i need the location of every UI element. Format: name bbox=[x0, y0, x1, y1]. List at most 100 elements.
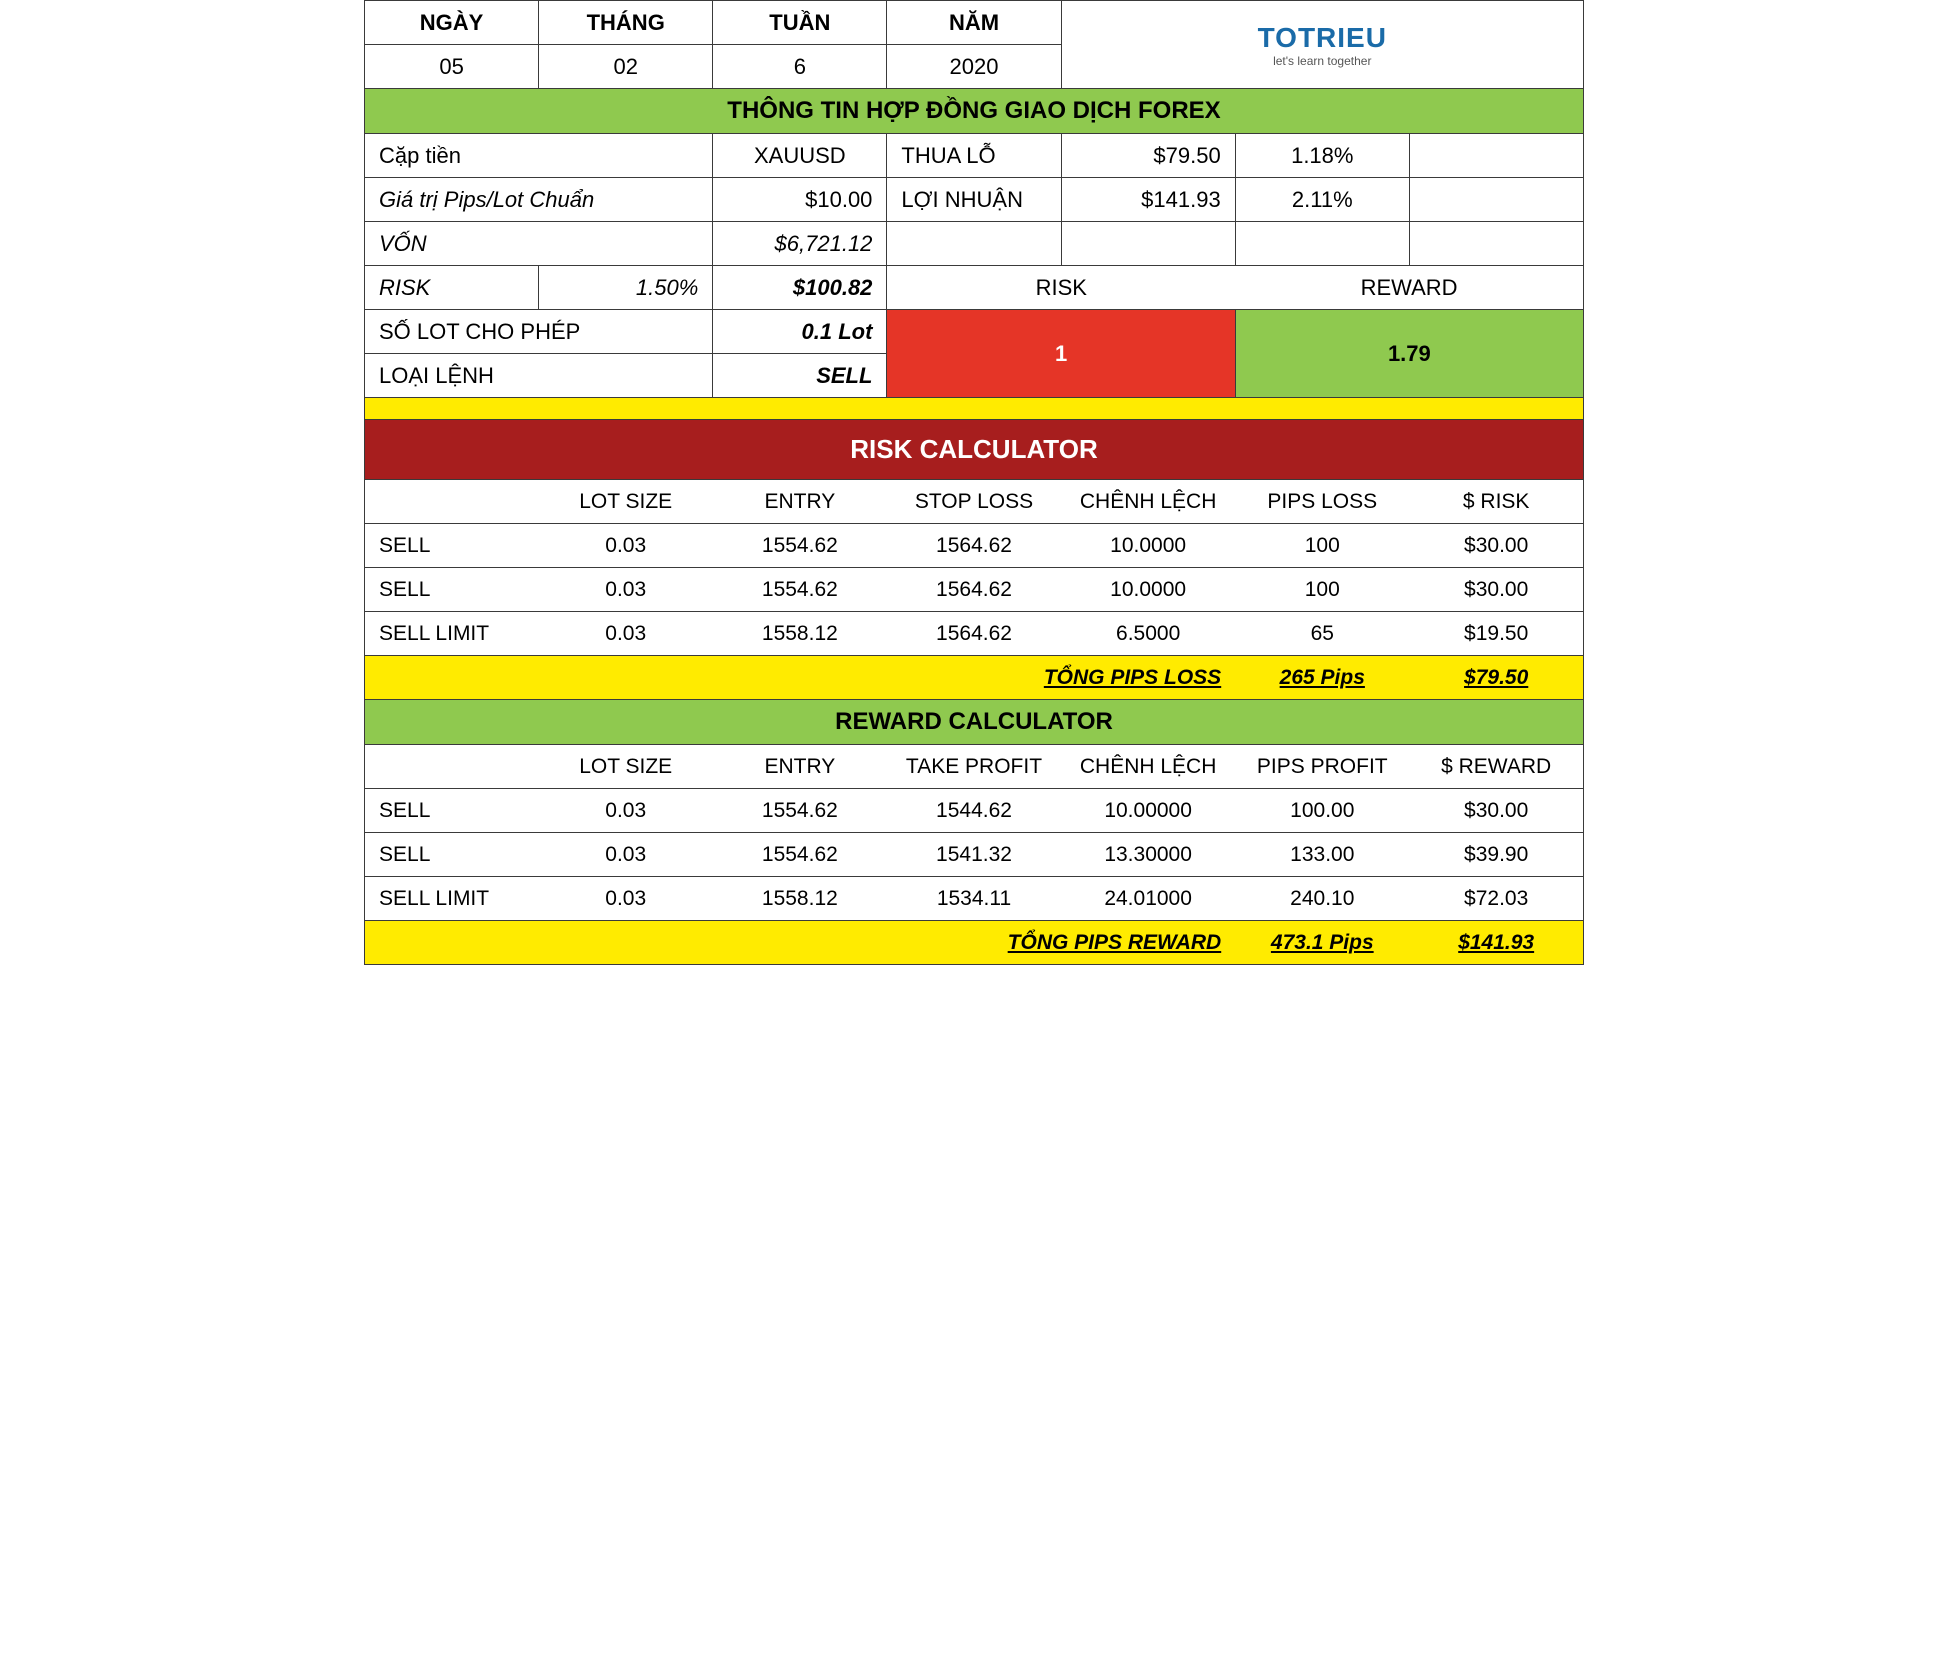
risk-total-row: TỔNG PIPS LOSS 265 Pips $79.50 bbox=[365, 656, 1584, 700]
reward-pips: 133.00 bbox=[1235, 833, 1409, 877]
reward-tp: 1544.62 bbox=[887, 789, 1061, 833]
risk-total-amount: $79.50 bbox=[1409, 656, 1583, 700]
risk-total-pips: 265 Pips bbox=[1235, 656, 1409, 700]
risk-pips: 100 bbox=[1235, 568, 1409, 612]
risk-row-2: SELL LIMIT 0.03 1558.12 1564.62 6.5000 6… bbox=[365, 612, 1584, 656]
reward-table-header: LOT SIZE ENTRY TAKE PROFIT CHÊNH LỆCH PI… bbox=[365, 745, 1584, 789]
risk-sl: 1564.62 bbox=[887, 524, 1061, 568]
profit-label: LỢI NHUẬN bbox=[887, 178, 1061, 222]
reward-amount: $72.03 bbox=[1409, 877, 1583, 921]
order-label: LOẠI LỆNH bbox=[365, 354, 713, 398]
reward-entry: 1554.62 bbox=[713, 833, 887, 877]
month-header: THÁNG bbox=[539, 1, 713, 45]
reward-entry: 1558.12 bbox=[713, 877, 887, 921]
risk-lot: 0.03 bbox=[539, 568, 713, 612]
risk-col-sl: STOP LOSS bbox=[887, 480, 1061, 524]
risk-amount: $19.50 bbox=[1409, 612, 1583, 656]
reward-side: SELL LIMIT bbox=[365, 877, 539, 921]
reward-diff: 24.01000 bbox=[1061, 877, 1235, 921]
blank-cell bbox=[1235, 222, 1409, 266]
blank-cell bbox=[887, 222, 1061, 266]
reward-lot: 0.03 bbox=[539, 877, 713, 921]
reward-calc-title: REWARD CALCULATOR bbox=[365, 700, 1584, 745]
risk-lot: 0.03 bbox=[539, 524, 713, 568]
reward-col-tp: TAKE PROFIT bbox=[887, 745, 1061, 789]
rr-risk-box: 1 bbox=[887, 310, 1235, 398]
risk-diff: 6.5000 bbox=[1061, 612, 1235, 656]
pair-label: Cặp tiền bbox=[365, 134, 713, 178]
risk-sl: 1564.62 bbox=[887, 612, 1061, 656]
reward-row-1: SELL 0.03 1554.62 1541.32 13.30000 133.0… bbox=[365, 833, 1584, 877]
logo-tagline: let's learn together bbox=[1072, 54, 1573, 68]
blank-cell bbox=[1061, 222, 1235, 266]
risk-amount: $30.00 bbox=[1409, 568, 1583, 612]
order-value: SELL bbox=[713, 354, 887, 398]
logo-text: TOTRIEU bbox=[1258, 22, 1387, 53]
info-title: THÔNG TIN HỢP ĐỒNG GIAO DỊCH FOREX bbox=[365, 89, 1584, 134]
reward-col-lot: LOT SIZE bbox=[539, 745, 713, 789]
risk-entry: 1554.62 bbox=[713, 524, 887, 568]
blank-cell bbox=[1409, 178, 1583, 222]
risk-diff: 10.0000 bbox=[1061, 568, 1235, 612]
yellow-divider bbox=[365, 398, 1584, 420]
risk-entry: 1554.62 bbox=[713, 568, 887, 612]
reward-total-label: TỔNG PIPS REWARD bbox=[887, 921, 1235, 965]
reward-amount: $30.00 bbox=[1409, 789, 1583, 833]
loss-pct: 1.18% bbox=[1235, 134, 1409, 178]
reward-row-2: SELL LIMIT 0.03 1558.12 1534.11 24.01000… bbox=[365, 877, 1584, 921]
capital-row: VỐN $6,721.12 bbox=[365, 222, 1584, 266]
reward-col-pips: PIPS PROFIT bbox=[1235, 745, 1409, 789]
loss-label: THUA LỖ bbox=[887, 134, 1061, 178]
blank-cell bbox=[1409, 134, 1583, 178]
risk-col-entry: ENTRY bbox=[713, 480, 887, 524]
reward-col-reward: $ REWARD bbox=[1409, 745, 1583, 789]
risk-pips: 100 bbox=[1235, 524, 1409, 568]
week-header: TUẦN bbox=[713, 1, 887, 45]
reward-total-amount: $141.93 bbox=[1409, 921, 1583, 965]
rr-reward-box: 1.79 bbox=[1235, 310, 1583, 398]
reward-amount: $39.90 bbox=[1409, 833, 1583, 877]
profit-pct: 2.11% bbox=[1235, 178, 1409, 222]
risk-side: SELL bbox=[365, 568, 539, 612]
reward-pips: 240.10 bbox=[1235, 877, 1409, 921]
logo-cell: TOTRIEU let's learn together bbox=[1061, 1, 1583, 89]
reward-col-entry: ENTRY bbox=[713, 745, 887, 789]
risk-row-1: SELL 0.03 1554.62 1564.62 10.0000 100 $3… bbox=[365, 568, 1584, 612]
reward-side: SELL bbox=[365, 833, 539, 877]
rr-risk-label: RISK bbox=[887, 266, 1235, 310]
reward-side: SELL bbox=[365, 789, 539, 833]
risk-pips: 65 bbox=[1235, 612, 1409, 656]
forex-calculator-table: NGÀY THÁNG TUẦN NĂM TOTRIEU let's learn … bbox=[364, 0, 1584, 965]
pip-value: $10.00 bbox=[713, 178, 887, 222]
reward-lot: 0.03 bbox=[539, 833, 713, 877]
reward-entry: 1554.62 bbox=[713, 789, 887, 833]
year-value: 2020 bbox=[887, 45, 1061, 89]
risk-col-lot: LOT SIZE bbox=[539, 480, 713, 524]
risk-side: SELL bbox=[365, 524, 539, 568]
reward-total-row: TỔNG PIPS REWARD 473.1 Pips $141.93 bbox=[365, 921, 1584, 965]
risk-sl: 1564.62 bbox=[887, 568, 1061, 612]
reward-col-side bbox=[365, 745, 539, 789]
day-header: NGÀY bbox=[365, 1, 539, 45]
reward-total-pips: 473.1 Pips bbox=[1235, 921, 1409, 965]
reward-calc-band: REWARD CALCULATOR bbox=[365, 700, 1584, 745]
rr-reward-label: REWARD bbox=[1235, 266, 1583, 310]
week-value: 6 bbox=[713, 45, 887, 89]
risk-lot: 0.03 bbox=[539, 612, 713, 656]
pip-row: Giá trị Pips/Lot Chuẩn $10.00 LỢI NHUẬN … bbox=[365, 178, 1584, 222]
reward-pips: 100.00 bbox=[1235, 789, 1409, 833]
capital-label: VỐN bbox=[365, 222, 713, 266]
loss-value: $79.50 bbox=[1061, 134, 1235, 178]
risk-pct: 1.50% bbox=[539, 266, 713, 310]
reward-col-diff: CHÊNH LỆCH bbox=[1061, 745, 1235, 789]
month-value: 02 bbox=[539, 45, 713, 89]
risk-side: SELL LIMIT bbox=[365, 612, 539, 656]
reward-row-0: SELL 0.03 1554.62 1544.62 10.00000 100.0… bbox=[365, 789, 1584, 833]
risk-col-pips: PIPS LOSS bbox=[1235, 480, 1409, 524]
risk-entry: 1558.12 bbox=[713, 612, 887, 656]
date-header-row: NGÀY THÁNG TUẦN NĂM TOTRIEU let's learn … bbox=[365, 1, 1584, 45]
risk-col-diff: CHÊNH LỆCH bbox=[1061, 480, 1235, 524]
info-title-band: THÔNG TIN HỢP ĐỒNG GIAO DỊCH FOREX bbox=[365, 89, 1584, 134]
risk-amount: $30.00 bbox=[1409, 524, 1583, 568]
lot-value: 0.1 Lot bbox=[713, 310, 887, 354]
